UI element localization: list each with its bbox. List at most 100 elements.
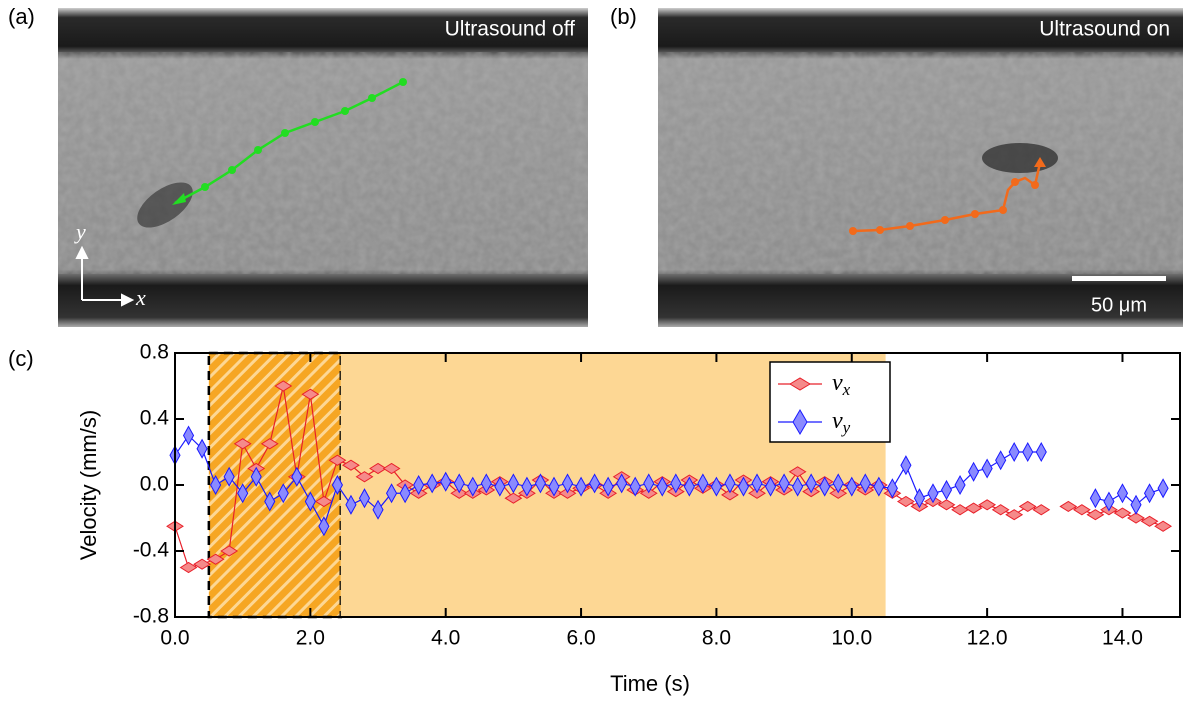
data-point xyxy=(179,561,198,574)
data-point xyxy=(859,473,871,494)
x-tick-label: 10.0 xyxy=(831,627,872,650)
data-point xyxy=(372,499,384,520)
data-point xyxy=(589,473,601,494)
data-point xyxy=(358,488,371,509)
data-point xyxy=(846,476,858,497)
data-point xyxy=(399,483,411,504)
data-point xyxy=(193,558,212,570)
data-point xyxy=(629,476,641,497)
image-panel-a xyxy=(58,8,588,327)
data-point xyxy=(697,473,709,494)
y-tick-label: 0.0 xyxy=(140,473,169,496)
data-point xyxy=(819,476,831,497)
shaded-region xyxy=(207,351,343,619)
data-point xyxy=(182,425,195,446)
y-tick-label: 0.8 xyxy=(140,341,169,364)
y-axis-title: Velocity (mm/s) xyxy=(76,410,101,560)
data-point xyxy=(954,474,966,496)
data-point xyxy=(342,459,360,471)
data-point xyxy=(940,479,953,500)
data-point xyxy=(223,466,235,487)
data-point xyxy=(968,461,980,482)
data-point xyxy=(981,458,993,479)
data-point xyxy=(521,476,533,497)
x-tick-label: 12.0 xyxy=(967,627,1008,650)
y-tick-label: -0.4 xyxy=(133,539,170,562)
data-point xyxy=(301,388,320,400)
data-point xyxy=(1130,494,1142,515)
data-point xyxy=(724,473,736,494)
data-point xyxy=(656,476,668,497)
data-point xyxy=(1008,441,1020,463)
data-point xyxy=(277,483,289,504)
data-point xyxy=(1059,500,1078,513)
data-point xyxy=(886,478,898,499)
data-point xyxy=(643,473,655,494)
image-caption: Ultrasound on xyxy=(1039,18,1170,41)
y-tick-label: -0.8 xyxy=(133,605,169,628)
x-tick-label: 0.0 xyxy=(160,627,189,650)
data-point xyxy=(896,495,915,508)
legend-marker xyxy=(789,377,811,391)
data-point xyxy=(751,473,763,494)
data-point xyxy=(291,466,303,487)
data-point xyxy=(507,473,519,494)
data-point xyxy=(1103,491,1115,512)
data-point xyxy=(1113,507,1132,519)
data-point xyxy=(1127,512,1145,524)
data-point xyxy=(1035,441,1047,463)
data-point xyxy=(534,473,547,494)
data-point xyxy=(778,473,790,494)
data-point xyxy=(206,553,225,565)
x-tick-label: 8.0 xyxy=(702,627,731,650)
legend-marker xyxy=(792,409,808,435)
data-point xyxy=(900,455,912,476)
data-point xyxy=(1143,483,1156,504)
data-point xyxy=(788,466,807,478)
x-axis-title: Time (s) xyxy=(610,671,690,696)
data-point xyxy=(1140,515,1159,527)
data-point xyxy=(210,474,222,496)
data-point xyxy=(196,438,208,459)
data-point xyxy=(561,473,574,494)
data-point xyxy=(413,474,425,496)
legend-label: vx xyxy=(832,370,851,399)
axis-y-label: y xyxy=(74,219,86,244)
panel-label: (c) xyxy=(8,346,34,371)
data-point xyxy=(937,499,956,511)
data-point xyxy=(385,483,398,504)
data-point xyxy=(873,476,885,497)
axis-x-label: x xyxy=(135,285,146,310)
data-point xyxy=(440,471,452,492)
legend-box xyxy=(769,361,891,443)
data-point xyxy=(382,462,401,475)
data-point xyxy=(995,450,1007,471)
data-point xyxy=(264,491,276,512)
data-point xyxy=(250,466,262,487)
data-point xyxy=(991,504,1010,516)
data-point xyxy=(1154,520,1173,532)
image-caption: Ultrasound off xyxy=(445,18,576,41)
data-point xyxy=(331,474,343,496)
data-point xyxy=(453,473,465,494)
data-point xyxy=(548,476,560,497)
scale-bar-label: 50 μm xyxy=(1091,294,1147,316)
data-point xyxy=(616,473,628,494)
data-point xyxy=(951,504,969,516)
x-tick-label: 14.0 xyxy=(1102,627,1143,650)
data-point xyxy=(426,473,438,494)
x-tick-label: 4.0 xyxy=(431,627,460,650)
data-point xyxy=(480,473,492,494)
data-point xyxy=(978,499,997,511)
data-point xyxy=(467,476,479,497)
data-point xyxy=(1032,504,1051,516)
data-point xyxy=(1072,504,1091,516)
data-point xyxy=(792,476,804,497)
legend-label: vy xyxy=(832,408,851,437)
data-point xyxy=(737,476,750,497)
data-point xyxy=(220,545,239,557)
data-point xyxy=(494,476,506,497)
data-point xyxy=(964,502,983,514)
data-point xyxy=(913,488,926,509)
